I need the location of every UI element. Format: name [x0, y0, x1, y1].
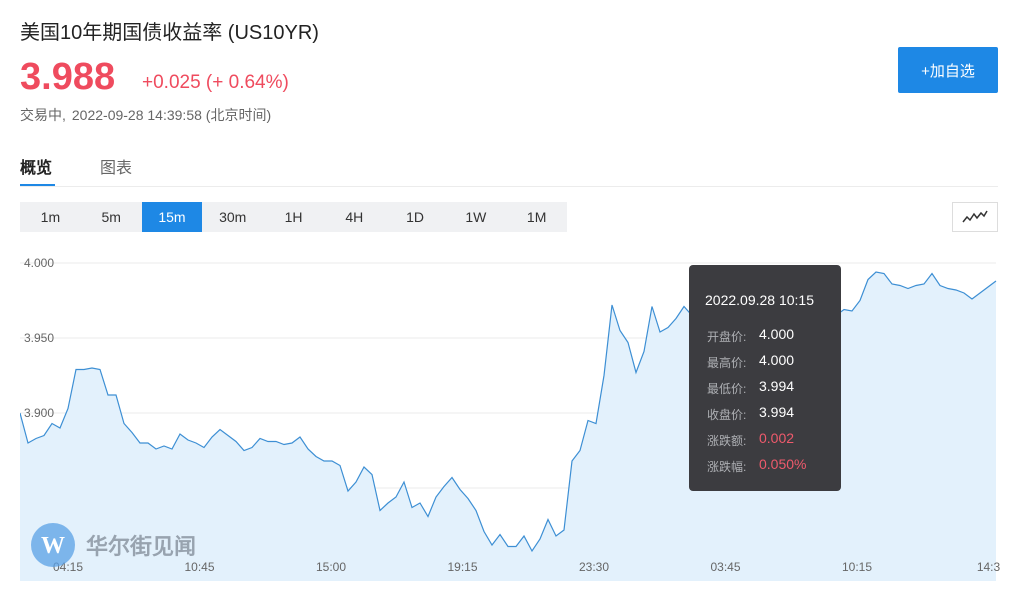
x-tick-label: 14:3: [977, 560, 1000, 574]
period-1m[interactable]: 1m: [40, 209, 61, 225]
tooltip-label: 涨跌额:: [707, 434, 747, 448]
y-tick-label: 3.900: [24, 406, 54, 420]
page-title: 美国10年期国债收益率 (US10YR): [20, 22, 319, 44]
tooltip-row-open: 开盘价: 4.000: [707, 326, 794, 345]
y-tick-label: 4.000: [24, 256, 54, 270]
wallstreetcn-logo-icon: W: [31, 523, 75, 567]
period-selector: 1m 5m 15m 30m 1H 4H 1D 1W 1M: [20, 202, 567, 232]
tooltip-label: 收盘价:: [707, 408, 747, 422]
watermark-text: 华尔街见闻: [86, 534, 197, 560]
x-tick-label: 10:15: [842, 560, 872, 574]
tooltip-label: 开盘价:: [707, 330, 747, 344]
x-tick-label: 19:15: [447, 560, 477, 574]
period-30m[interactable]: 30m: [219, 209, 247, 225]
x-tick-label: 03:45: [710, 560, 740, 574]
tooltip-row-close: 收盘价: 3.994: [707, 404, 794, 423]
period-1w[interactable]: 1W: [465, 209, 487, 225]
watermark: W 华尔街见闻: [30, 522, 196, 568]
tooltip-value: 4.000: [759, 352, 795, 368]
tooltip-row-high: 最高价: 4.000: [707, 352, 794, 371]
x-tick-label: 15:00: [316, 560, 346, 574]
add-to-watchlist-button[interactable]: +加自选: [898, 47, 998, 93]
tooltip-time: 2022.09.28 10:15: [705, 292, 814, 308]
period-1h[interactable]: 1H: [284, 209, 303, 225]
tooltip-label: 最高价:: [707, 356, 747, 370]
period-5m[interactable]: 5m: [101, 209, 121, 225]
chart-type-button[interactable]: [952, 202, 998, 232]
tooltip-value: 3.994: [759, 404, 795, 420]
tooltip-label: 最低价:: [707, 382, 747, 396]
tooltip-row-low: 最低价: 3.994: [707, 378, 794, 397]
period-1m[interactable]: 1M: [526, 209, 547, 225]
quote-datetime: 2022-09-28 14:39:58 (北京时间): [71, 107, 272, 123]
period-4h[interactable]: 4H: [345, 209, 364, 225]
tab-divider: [20, 186, 998, 187]
tooltip-value: 4.000: [759, 326, 795, 342]
active-tab-indicator: [20, 184, 55, 187]
x-tick-label: 10:45: [184, 560, 214, 574]
trading-status: 交易中,: [20, 107, 66, 123]
tooltip-value: 3.994: [759, 378, 795, 394]
period-1d[interactable]: 1D: [406, 209, 425, 225]
tab-overview[interactable]: 概览: [20, 160, 53, 177]
x-tick-label: 23:30: [579, 560, 609, 574]
price-change: +0.025 (+ 0.64%): [142, 72, 289, 93]
line-chart-icon: [962, 210, 988, 223]
logo-letter: W: [41, 533, 65, 559]
tooltip-value: 0.050%: [759, 456, 807, 472]
chart-tooltip: 2022.09.28 10:15 开盘价: 4.000 最高价: 4.000 最…: [689, 265, 841, 491]
tooltip-value: 0.002: [759, 430, 795, 446]
tooltip-label: 涨跌幅:: [707, 460, 747, 474]
y-tick-label: 3.950: [24, 331, 54, 345]
trading-status-line: 交易中, 2022-09-28 14:39:58 (北京时间): [20, 105, 271, 125]
tooltip-row-change-pct: 涨跌幅: 0.050%: [707, 456, 806, 475]
current-price: 3.988: [20, 56, 116, 98]
period-15m[interactable]: 15m: [141, 202, 203, 232]
tooltip-row-change: 涨跌额: 0.002: [707, 430, 794, 449]
tab-chart[interactable]: 图表: [100, 160, 133, 177]
